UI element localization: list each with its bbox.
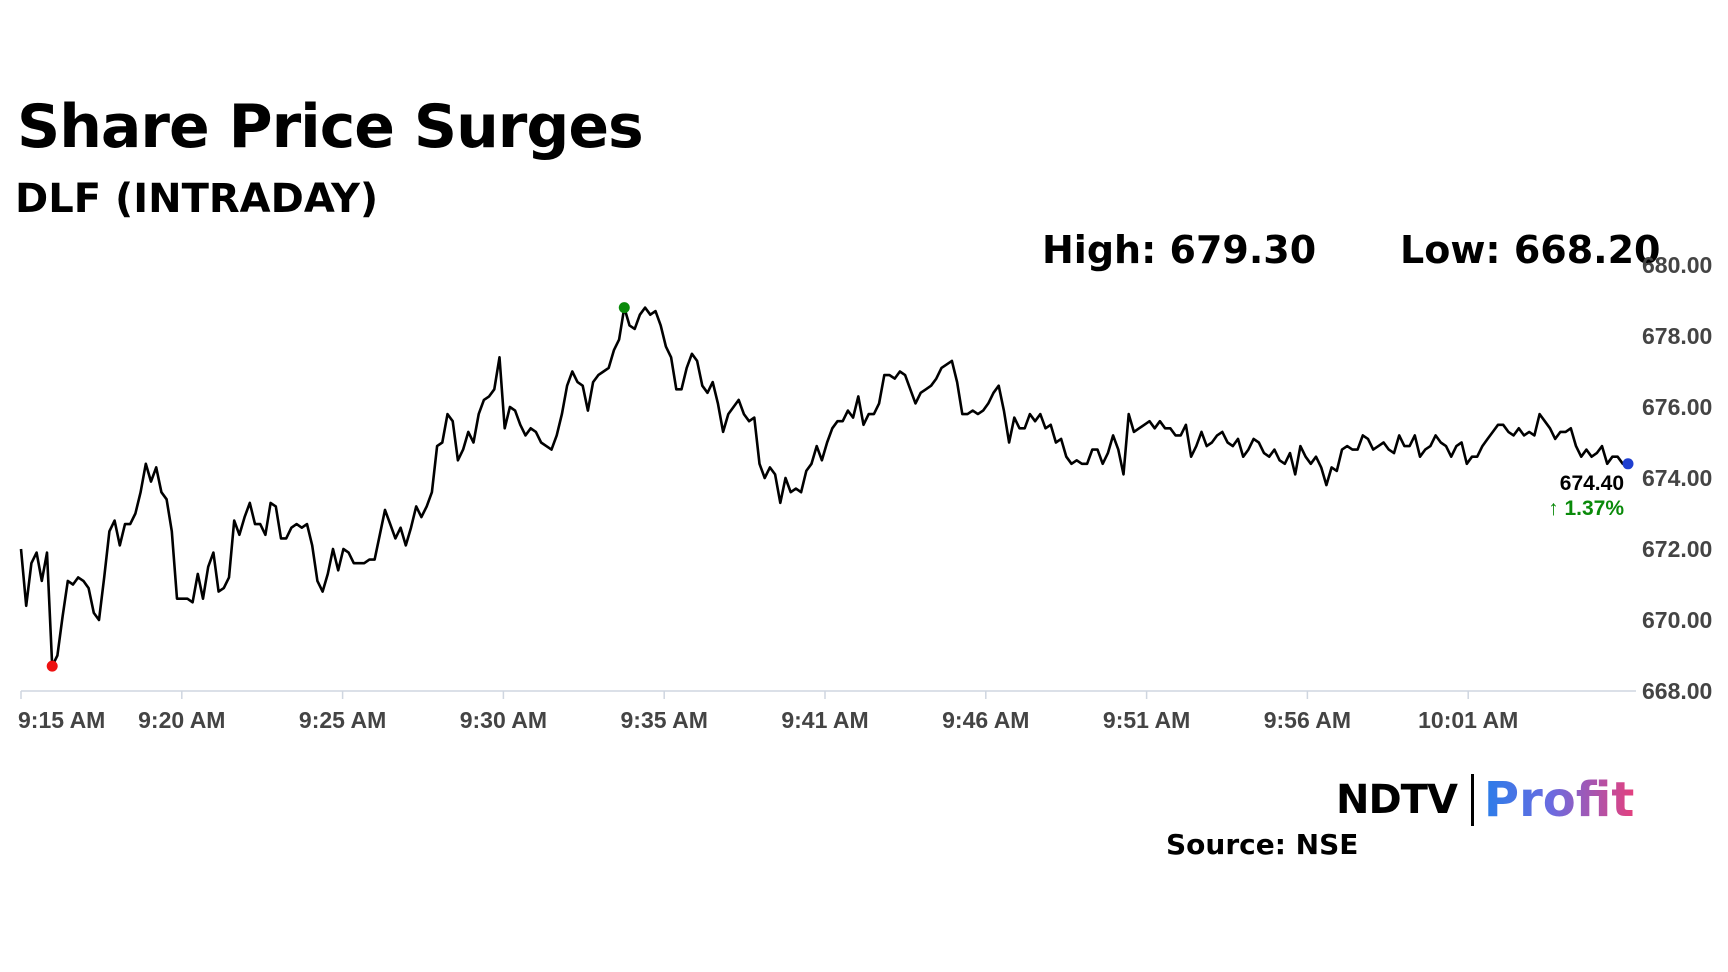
high-label: High: 679.30 <box>1042 228 1317 272</box>
logo-ndtv: NDTV <box>1336 777 1458 823</box>
price-line <box>19 306 1628 668</box>
x-tick-label: 9:35 AM <box>621 707 708 733</box>
y-tick-label: 680.00 <box>1642 252 1712 278</box>
x-tick-label: 9:46 AM <box>942 707 1029 733</box>
x-axis: 9:15 AM 9:20 AM 9:25 AM 9:30 AM 9:35 AM 9:41 … <box>18 690 1636 733</box>
low-label: Low: 668.20 <box>1400 228 1661 272</box>
y-axis: 680.00 678.00 676.00 674.00 672.00 670.00 668.… <box>1642 252 1712 704</box>
logo-profit: Profit <box>1483 772 1635 828</box>
logo-divider <box>1470 774 1474 826</box>
last-value-label: 674.40 <box>1560 472 1624 495</box>
y-tick-label: 674.00 <box>1642 465 1712 491</box>
page-subtitle: DLF (INTRADAY) <box>15 176 379 222</box>
y-tick-label: 668.00 <box>1642 678 1712 704</box>
y-tick-label: 676.00 <box>1642 394 1712 420</box>
last-point-marker <box>1622 458 1634 470</box>
x-tick-label: 9:30 AM <box>460 707 547 733</box>
y-tick-label: 670.00 <box>1642 607 1712 633</box>
high-point-marker <box>618 302 630 314</box>
x-tick-label: 9:15 AM <box>18 707 105 733</box>
low-point-marker <box>46 660 58 672</box>
x-tick-label: 9:51 AM <box>1103 707 1190 733</box>
x-tick-label: 9:56 AM <box>1264 707 1351 733</box>
x-tick-label: 9:25 AM <box>299 707 386 733</box>
chart-markers <box>46 302 1634 672</box>
y-tick-label: 678.00 <box>1642 323 1712 349</box>
y-tick-label: 672.00 <box>1642 536 1712 562</box>
ndtv-profit-logo: NDTV Profit <box>1336 772 1634 828</box>
x-tick-label: 10:01 AM <box>1418 707 1518 733</box>
x-tick-label: 9:20 AM <box>138 707 225 733</box>
page-title: Share Price Surges <box>17 92 644 162</box>
change-label: ↑ 1.37% <box>1548 497 1624 520</box>
x-tick-label: 9:41 AM <box>781 707 868 733</box>
source-label: Source: NSE <box>1166 828 1359 861</box>
price-chart: 680.00 678.00 676.00 674.00 672.00 670.00 668.… <box>18 252 1712 733</box>
